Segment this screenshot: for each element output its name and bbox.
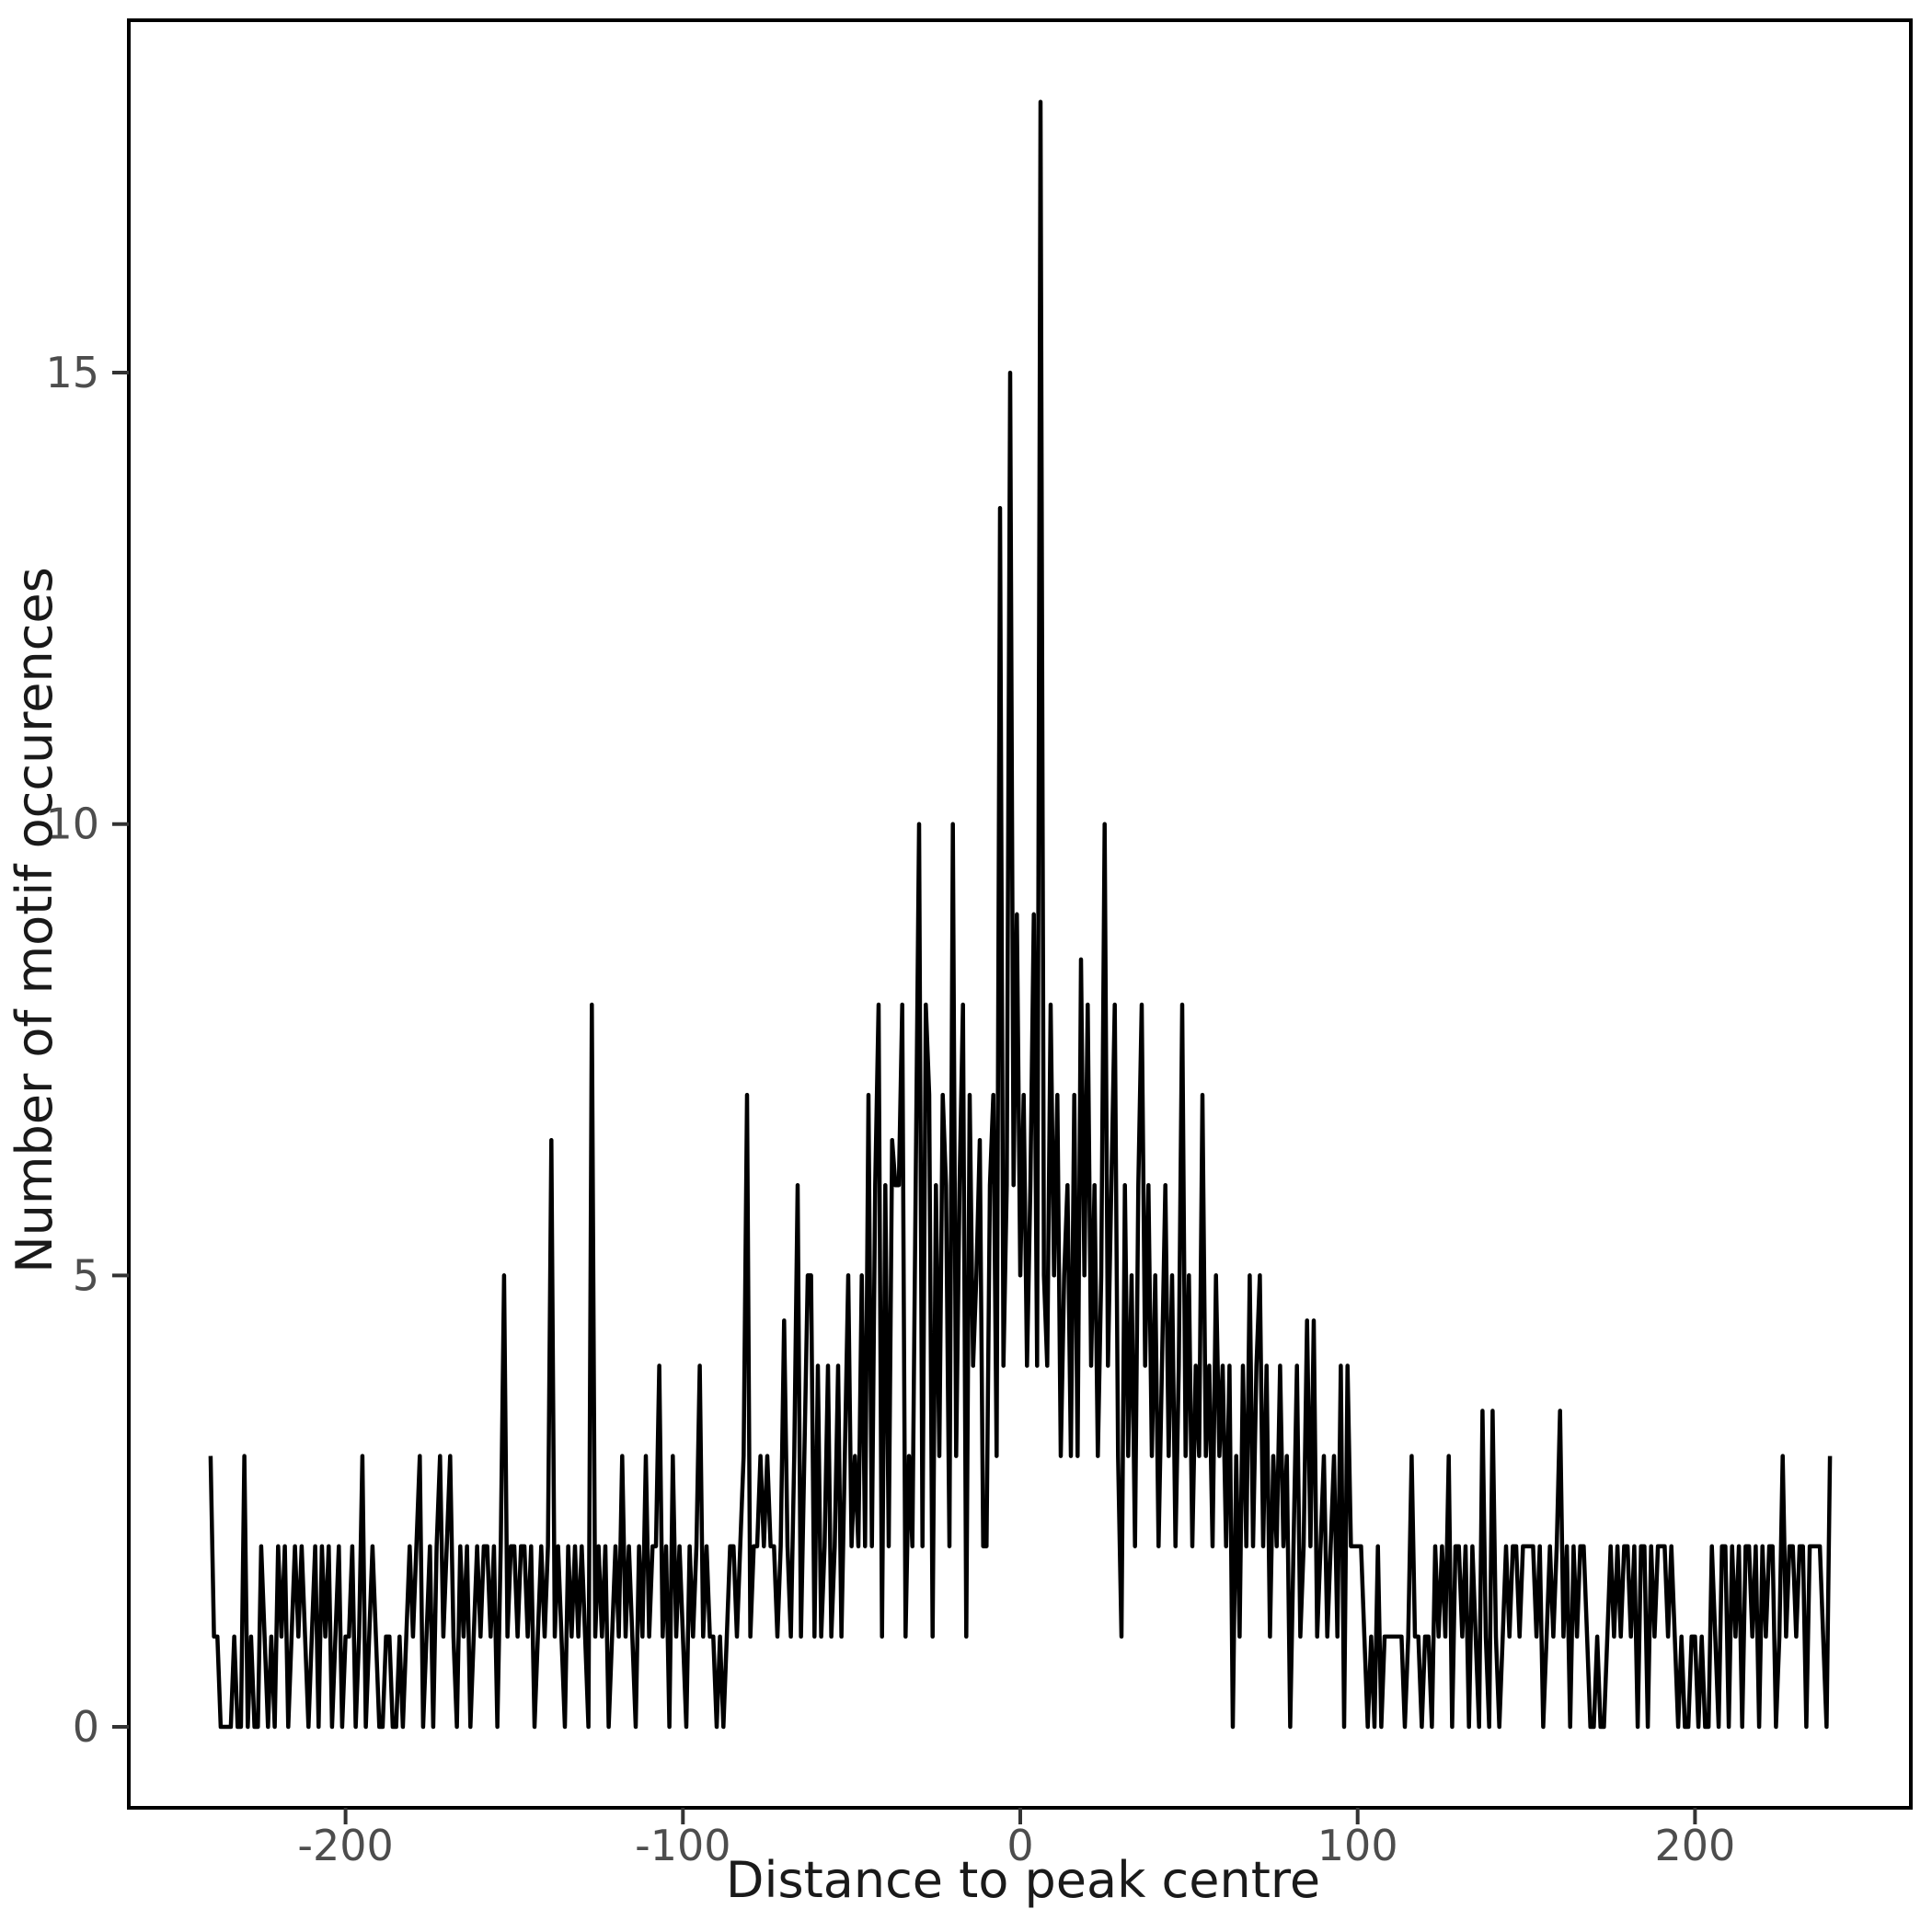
y-tick-label: 10 (45, 799, 99, 849)
x-tick-label: 0 (1006, 1821, 1033, 1870)
x-tick-label: -200 (297, 1821, 393, 1870)
y-axis-ticks: 0 5 10 15 (45, 348, 129, 1752)
y-tick-label: 15 (45, 348, 99, 397)
data-line (208, 99, 1833, 1730)
x-tick-label: 100 (1317, 1821, 1398, 1870)
y-tick-label: 0 (73, 1702, 99, 1752)
x-axis-ticks: -200 -100 0 100 200 (297, 1808, 1735, 1870)
y-axis-title: Number of motif occurences (6, 567, 63, 1272)
x-tick-label: 200 (1654, 1821, 1735, 1870)
x-axis-title: Distance to peak centre (726, 1851, 1320, 1909)
panel-border (127, 18, 1913, 1810)
y-tick-label: 5 (73, 1250, 99, 1300)
x-tick-label: -100 (635, 1821, 730, 1870)
